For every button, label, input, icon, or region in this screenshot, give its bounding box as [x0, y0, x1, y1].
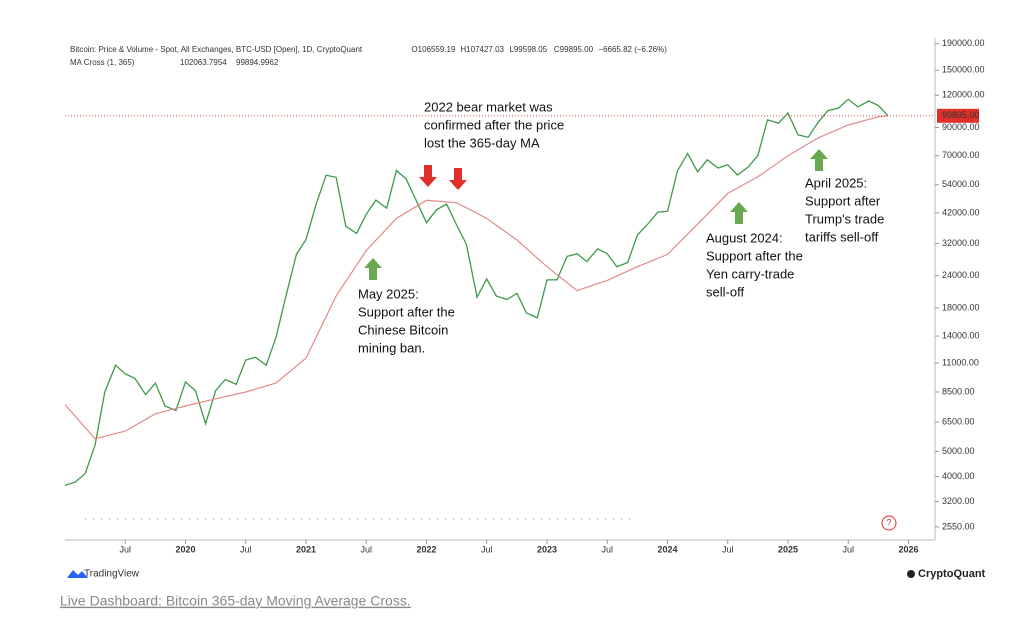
annotation: Support after the — [358, 304, 455, 319]
annotation: mining ban. — [358, 340, 425, 355]
x-tick-label: 2026 — [898, 544, 918, 554]
annotation: Support after — [805, 193, 881, 208]
y-tick-label: 2550.00 — [942, 521, 975, 531]
y-tick-label: 4000.00 — [942, 471, 975, 481]
ohlc-value: L99598.05 — [509, 45, 547, 54]
y-tick-label: 3200.00 — [942, 496, 975, 506]
y-tick-label: 8500.00 — [942, 386, 975, 396]
annotation: Chinese Bitcoin — [358, 322, 448, 337]
tradingview-icon — [67, 570, 88, 578]
ohlc-value: −6665.82 (−6.26%) — [598, 45, 667, 54]
price-line — [64, 98, 889, 486]
x-tick-label: Jul — [240, 544, 252, 554]
red-arrow — [449, 168, 467, 190]
dashboard-link[interactable]: Live Dashboard: Bitcoin 365-day Moving A… — [60, 593, 411, 609]
x-tick-label: Jul — [601, 544, 613, 554]
y-tick-label: 42000.00 — [942, 207, 980, 217]
annotation: confirmed after the price — [424, 117, 564, 132]
green-arrow — [364, 258, 382, 280]
arrows — [364, 149, 828, 280]
ohlc-value: O106559.19 — [411, 45, 456, 54]
header-title: Bitcoin: Price & Volume - Spot, All Exch… — [70, 45, 363, 54]
annotation: Yen carry-trade — [706, 266, 794, 281]
ohlc-value: C99895.00 — [554, 45, 594, 54]
indicator-value: 102063.7954 — [180, 58, 227, 67]
x-tick-label: 2020 — [175, 544, 195, 554]
y-tick-label: 54000.00 — [942, 179, 980, 189]
x-tick-label: 2025 — [778, 544, 798, 554]
last-price-tag — [937, 108, 979, 123]
x-tick-label: Jul — [360, 544, 372, 554]
y-tick-label: 150000.00 — [942, 65, 985, 75]
y-tick-label: 6500.00 — [942, 416, 975, 426]
y-tick-label: 11000.00 — [942, 357, 979, 367]
x-tick-label: 2023 — [537, 544, 557, 554]
x-tick-label: Jul — [842, 544, 854, 554]
ma-line — [64, 115, 889, 440]
annotation: April 2025: — [805, 175, 867, 190]
annotation: May 2025: — [358, 286, 419, 301]
y-tick-label: 5000.00 — [942, 446, 975, 456]
x-tick-label: Jul — [722, 544, 734, 554]
y-tick-label: 24000.00 — [942, 270, 980, 280]
x-tick-label: 2024 — [657, 544, 677, 554]
alert-icon — [881, 515, 897, 531]
alert-icon-mark: ? — [886, 517, 891, 527]
annotation: tariffs sell-off — [805, 229, 879, 244]
indicator-name: MA Cross (1, 365) — [70, 58, 135, 67]
y-tick-label: 90000.00 — [942, 122, 980, 132]
annotation: August 2024: — [706, 230, 783, 245]
y-tick-label: 70000.00 — [942, 150, 980, 160]
y-tick-label: 32000.00 — [942, 238, 980, 248]
x-tick-label: 2021 — [296, 544, 316, 554]
annotation: Trump's trade — [805, 211, 884, 226]
indicator-value: 99894.9962 — [236, 58, 279, 67]
y-tick-label: 14000.00 — [942, 330, 980, 340]
y-tick-label: 190000.00 — [942, 38, 985, 48]
y-tick-label: 120000.00 — [942, 90, 985, 100]
annotation: sell-off — [706, 284, 744, 299]
y-tick-label: 18000.00 — [942, 302, 980, 312]
cryptoquant-logo: CryptoQuant — [918, 568, 986, 580]
green-arrow — [810, 149, 828, 171]
annotation: Support after the — [706, 248, 803, 263]
tradingview-logo: TradingView — [84, 569, 140, 580]
green-arrow — [730, 202, 748, 224]
x-tick-label: Jul — [481, 544, 493, 554]
ohlc-value: H107427.03 — [460, 45, 504, 54]
x-tick-label: Jul — [119, 544, 131, 554]
last-price-label: 99895.00 — [942, 110, 980, 120]
x-tick-label: 2022 — [416, 544, 436, 554]
red-arrow — [419, 165, 437, 187]
annotation: lost the 365-day MA — [424, 135, 540, 150]
annotation: 2022 bear market was — [424, 99, 553, 114]
cryptoquant-icon — [907, 570, 915, 578]
